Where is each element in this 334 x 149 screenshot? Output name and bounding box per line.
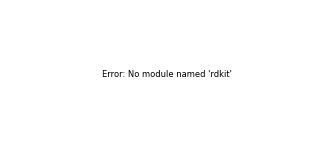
Text: Error: No module named 'rdkit': Error: No module named 'rdkit' xyxy=(102,70,232,79)
